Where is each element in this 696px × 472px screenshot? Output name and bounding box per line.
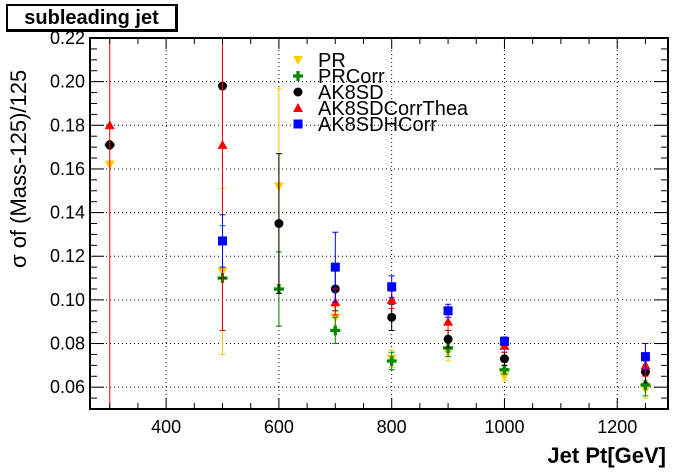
data-point (443, 306, 453, 316)
data-point (330, 325, 341, 336)
data-layer (104, 37, 651, 410)
legend-label: AK8SDHCorr (318, 114, 437, 136)
y-tick-label: 0.06 (50, 377, 85, 397)
data-point (443, 316, 454, 326)
y-tick-label: 0.18 (50, 115, 85, 135)
data-point (499, 364, 510, 375)
data-point (387, 312, 397, 322)
legend-label: AK8SDCorrThea (318, 98, 469, 120)
legend-label: AK8SD (318, 82, 384, 104)
x-tick-label: 1200 (597, 417, 637, 437)
data-point (386, 355, 397, 366)
series-PRCorr (104, 139, 651, 397)
y-tick-label: 0.20 (50, 72, 85, 92)
y-tick-label: 0.22 (50, 28, 85, 48)
series-AK8SDHCorr (218, 214, 650, 371)
y-tick-label: 0.10 (50, 290, 85, 310)
data-point (499, 336, 509, 346)
y-axis-label: σ of (Mass-125)/125 (6, 70, 31, 268)
y-tick-label: 0.14 (50, 203, 85, 223)
x-tick-label: 400 (151, 417, 181, 437)
data-point (330, 262, 340, 272)
axes: 400 600 800 1000 1200 0.06 0.08 0.10 0.12 0.14 0.1… (50, 28, 668, 437)
y-tick-label: 0.12 (50, 246, 85, 266)
data-point (640, 352, 650, 362)
y-tick-label: 0.08 (50, 334, 85, 354)
data-point (104, 120, 115, 130)
legend-marker (293, 56, 303, 65)
data-point (386, 294, 397, 304)
data-point (499, 354, 509, 364)
data-point (640, 379, 651, 390)
legend-label: PRCorr (318, 66, 385, 88)
legend-marker (293, 87, 303, 97)
x-tick-label: 600 (264, 417, 294, 437)
x-tick-label: 1000 (484, 417, 524, 437)
chart-title-box: subleading jet (6, 4, 178, 32)
data-point (274, 219, 284, 228)
data-point (443, 334, 453, 344)
x-axis-label: Jet Pt[GeV] (547, 443, 666, 468)
data-point (387, 282, 397, 292)
chart-title: subleading jet (24, 7, 159, 29)
x-tick-label: 800 (377, 417, 407, 437)
legend-marker (293, 103, 303, 112)
series-AK8SDCorrThea (104, 37, 651, 410)
legend-label: PR (318, 50, 346, 72)
y-tick-label: 0.16 (50, 159, 85, 179)
data-point (218, 236, 228, 246)
legend-marker (293, 71, 303, 81)
data-point (217, 139, 228, 149)
legend-marker (293, 119, 303, 129)
